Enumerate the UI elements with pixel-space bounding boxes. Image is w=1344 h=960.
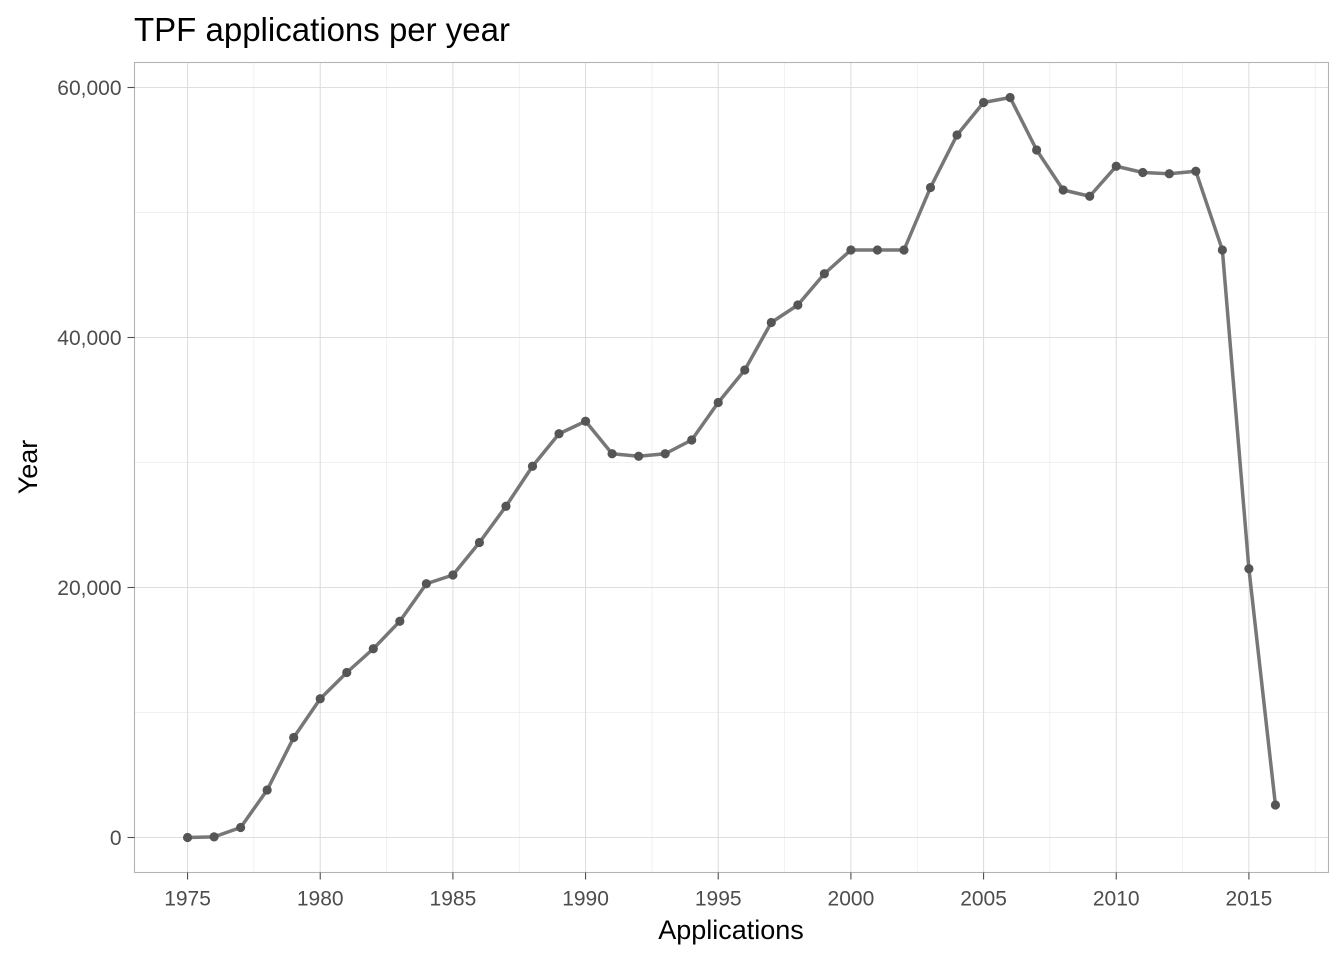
data-point-1996 <box>740 365 749 374</box>
data-point-2015 <box>1244 564 1253 573</box>
x-tick-label: 1985 <box>430 888 477 911</box>
plot-panel-border <box>135 63 1329 873</box>
data-point-1987 <box>501 502 510 511</box>
y-tick-label: 60,000 <box>57 77 121 100</box>
y-axis-title: Year <box>13 440 43 495</box>
data-point-2003 <box>926 183 935 192</box>
y-tick-label: 20,000 <box>57 577 121 600</box>
data-point-1997 <box>767 318 776 327</box>
data-point-1999 <box>820 269 829 278</box>
data-point-2008 <box>1059 185 1068 194</box>
data-point-1981 <box>342 668 351 677</box>
data-point-2004 <box>952 130 961 139</box>
data-point-1980 <box>316 694 325 703</box>
data-point-1990 <box>581 417 590 426</box>
data-point-1989 <box>554 429 563 438</box>
data-point-1995 <box>714 398 723 407</box>
x-tick-label: 1995 <box>695 888 742 911</box>
y-axis: 0 20,000 40,000 60,000 <box>57 77 134 850</box>
chart-title: TPF applications per year <box>134 11 510 48</box>
data-point-1998 <box>793 300 802 309</box>
data-point-2001 <box>873 245 882 254</box>
y-tick-label: 40,000 <box>57 327 121 350</box>
y-tick-label: 0 <box>110 827 122 850</box>
data-point-1983 <box>395 617 404 626</box>
data-point-2002 <box>899 245 908 254</box>
data-point-2016 <box>1271 800 1280 809</box>
data-point-1976 <box>210 832 219 841</box>
data-point-1991 <box>608 449 617 458</box>
data-point-2013 <box>1191 167 1200 176</box>
x-tick-label: 1990 <box>562 888 609 911</box>
data-point-1994 <box>687 435 696 444</box>
data-point-1979 <box>289 733 298 742</box>
data-point-2009 <box>1085 192 1094 201</box>
x-tick-label: 2015 <box>1226 888 1273 911</box>
x-axis-title: Applications <box>658 915 804 945</box>
data-point-1993 <box>661 449 670 458</box>
data-point-2010 <box>1112 162 1121 171</box>
data-point-2000 <box>846 245 855 254</box>
x-tick-label: 1980 <box>297 888 344 911</box>
data-point-1977 <box>236 823 245 832</box>
x-tick-label: 1975 <box>164 888 211 911</box>
data-point-2007 <box>1032 145 1041 154</box>
data-point-2011 <box>1138 168 1147 177</box>
x-tick-label: 2005 <box>960 888 1007 911</box>
x-tick-label: 2010 <box>1093 888 1140 911</box>
data-series <box>183 93 1280 842</box>
data-point-1985 <box>448 570 457 579</box>
minor-gridlines <box>135 63 1329 873</box>
data-point-1975 <box>183 833 192 842</box>
data-point-2006 <box>1006 93 1015 102</box>
data-point-1978 <box>263 785 272 794</box>
data-point-1984 <box>422 579 431 588</box>
x-axis: 1975 1980 1985 1990 1995 2000 2005 2010 2015 <box>164 873 1272 911</box>
data-point-2012 <box>1165 169 1174 178</box>
major-gridlines <box>135 63 1329 873</box>
data-point-1992 <box>634 452 643 461</box>
x-tick-label: 2000 <box>828 888 875 911</box>
series-line <box>188 98 1276 838</box>
data-point-2005 <box>979 98 988 107</box>
data-point-2014 <box>1218 245 1227 254</box>
data-point-1986 <box>475 538 484 547</box>
data-point-1988 <box>528 462 537 471</box>
data-point-1982 <box>369 644 378 653</box>
